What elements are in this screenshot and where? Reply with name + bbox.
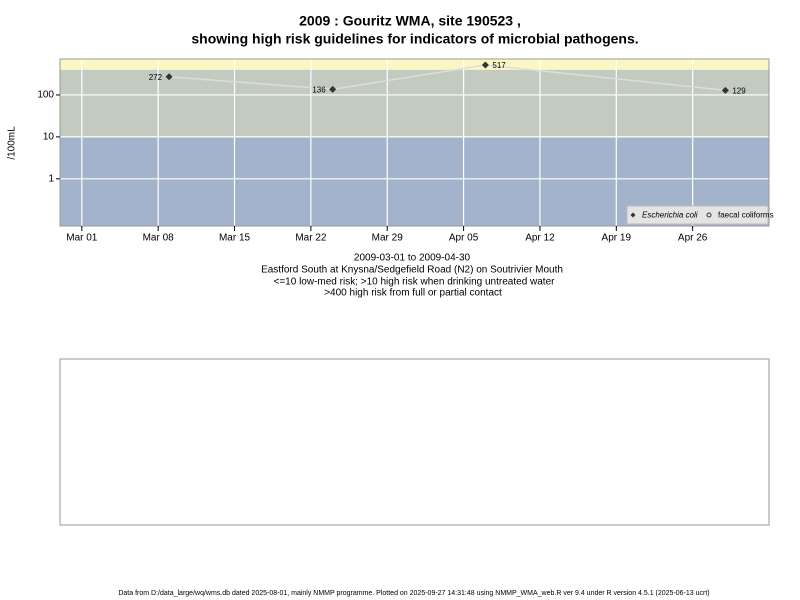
x-tick-label: Apr 05 xyxy=(449,233,479,244)
data-label: 272 xyxy=(149,73,163,82)
plot-frame xyxy=(59,58,770,227)
footer: Data from D:/data_large/wq/wms.db dated … xyxy=(118,590,709,597)
data-label: 136 xyxy=(312,85,326,94)
legend-marker xyxy=(706,212,712,218)
subtitle: 2009-03-01 to 2009-04-30 xyxy=(354,253,471,264)
x-tick-label: Mar 22 xyxy=(295,233,327,244)
data-label: 129 xyxy=(732,86,746,95)
y-tick-label: 1 xyxy=(48,173,54,184)
x-tick-label: Mar 08 xyxy=(143,233,175,244)
chart-title: showing high risk guidelines for indicat… xyxy=(191,31,638,47)
series-line xyxy=(169,64,726,92)
subtitle: Eastford South at Knysna/Sedgefield Road… xyxy=(261,265,563,276)
risk-band xyxy=(60,69,769,137)
data-point xyxy=(481,61,489,69)
subtitle: <=10 low-med risk; >10 high risk when dr… xyxy=(274,277,556,288)
x-tick-label: Mar 29 xyxy=(372,233,404,244)
empty-panel xyxy=(59,358,770,526)
data-point xyxy=(165,73,173,81)
y-axis-label: /100mL xyxy=(7,126,18,160)
subtitle: >400 high risk from full or partial cont… xyxy=(324,288,502,299)
legend-label: faecal coliforms xyxy=(718,211,774,220)
legend-box xyxy=(626,205,769,225)
legend-marker xyxy=(630,212,636,218)
x-tick-label: Apr 26 xyxy=(678,233,708,244)
x-tick-label: Mar 01 xyxy=(66,233,98,244)
x-tick-label: Mar 15 xyxy=(219,233,251,244)
chart-title: 2009 : Gouritz WMA, site 190523 , xyxy=(299,13,521,29)
data-label: 517 xyxy=(492,61,506,70)
y-tick-label: 100 xyxy=(37,90,54,101)
data-point xyxy=(329,85,337,93)
legend-label: Escherichia coli xyxy=(642,211,698,220)
x-tick-label: Apr 19 xyxy=(602,233,632,244)
x-tick-label: Apr 12 xyxy=(525,233,555,244)
y-tick-label: 10 xyxy=(43,132,55,143)
risk-band xyxy=(60,59,769,70)
data-point xyxy=(721,86,729,94)
